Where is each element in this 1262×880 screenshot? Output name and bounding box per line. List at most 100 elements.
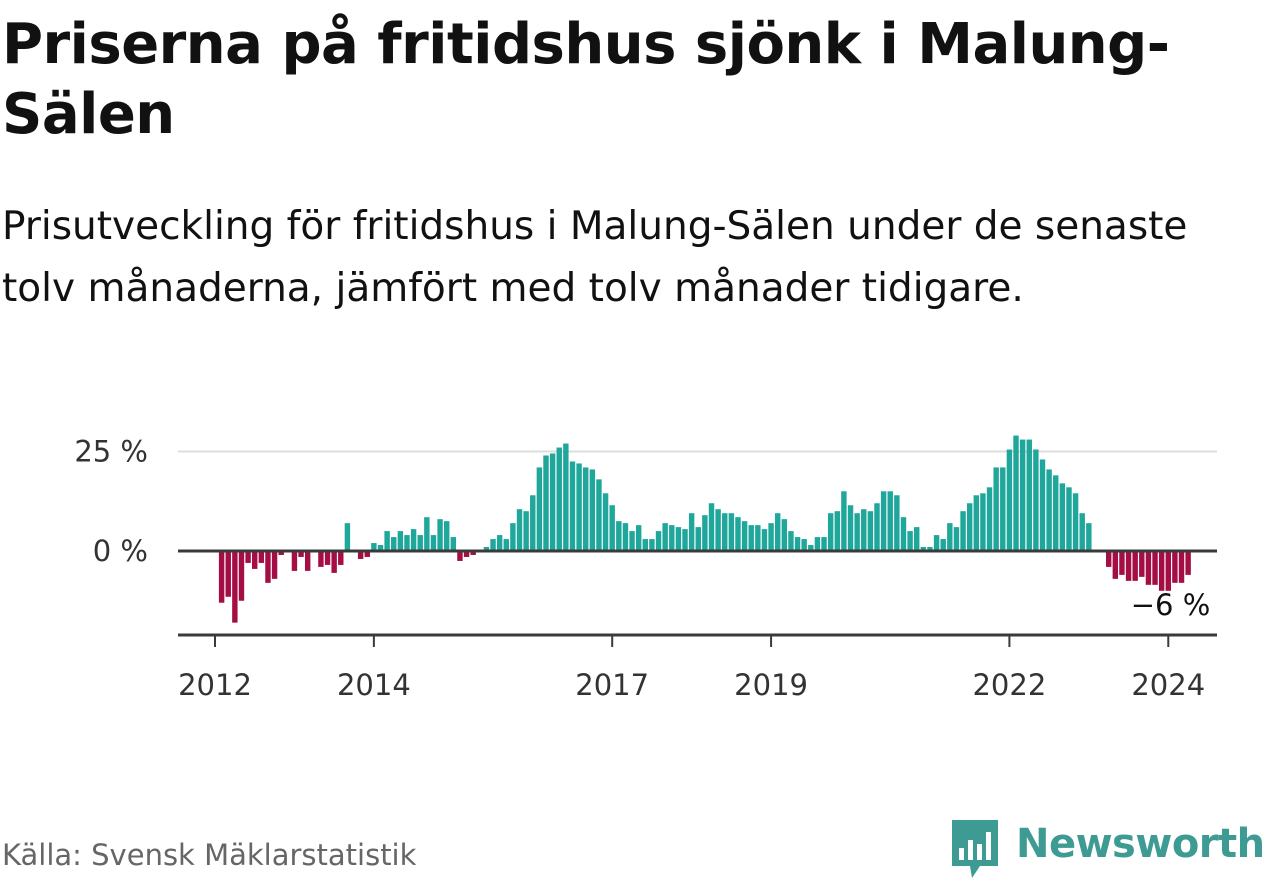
bar [947,523,953,551]
bar [635,525,642,551]
bar [384,531,390,551]
bar [966,503,973,551]
bar [953,527,960,551]
bar [218,551,225,603]
bar [1165,551,1171,591]
bar [669,525,675,551]
x-tick-label: 2012 [178,668,252,700]
bar [496,535,503,551]
bar [430,535,437,551]
bar [920,547,927,551]
bar [616,521,622,551]
bar [1145,551,1152,585]
bar [523,511,529,551]
bar [1079,513,1085,551]
bar [503,539,509,551]
bar [821,537,827,551]
bar [794,537,801,551]
bar [748,525,754,551]
bar [1059,483,1066,551]
bar [530,495,536,551]
bar [1125,551,1132,581]
bar [536,467,543,551]
bar [596,479,602,551]
bar [728,513,735,551]
bar [258,551,265,563]
bar [622,523,629,551]
bar [761,529,768,551]
source-note: Källa: Svensk Mäklarstatistik [2,838,417,872]
bar [755,525,761,551]
bar [252,551,258,569]
bar [324,551,331,565]
bar [814,537,821,551]
axis-layer [178,549,1217,647]
bar [450,537,457,551]
bar [377,545,384,551]
bar [1066,487,1072,551]
bar [1152,551,1158,585]
bar [510,523,516,551]
bar [1046,469,1052,551]
bar [1105,551,1112,567]
bar [986,487,993,551]
bar [841,491,847,551]
bar [602,493,609,551]
bar [722,513,728,551]
bar [880,491,887,551]
bar [861,509,867,551]
bar [1119,551,1125,575]
y-tick-label: 25 % [74,435,148,469]
x-tick-label: 2017 [575,668,649,700]
bar [1019,439,1026,551]
bar [741,521,748,551]
bar [291,551,298,571]
bar [907,531,913,551]
bar [443,521,450,551]
bar [768,523,774,551]
y-tick-label: 0 % [93,534,148,568]
chart-title: Priserna på fritidshus sjönk i Malung-Sä… [2,12,1170,147]
bar [417,535,423,551]
bar [516,509,523,551]
bar [331,551,337,573]
brand-logo: Newsworthy [950,818,1262,880]
bar [1013,435,1019,551]
bar [1158,551,1165,591]
bar [993,467,999,551]
bar [1006,449,1013,551]
bar [642,539,649,551]
bar [397,531,404,551]
labels-layer: 0 % 25 % 2012 2014 2017 2019 2022 2024 −6 % [74,435,1210,701]
bar [1132,551,1138,581]
bar [788,531,794,551]
x-tick-label: 2014 [337,668,411,700]
bar [900,517,907,551]
bar [927,547,933,551]
bar [549,453,556,551]
bar [887,491,893,551]
bar [1185,551,1191,575]
bar [563,443,569,551]
bar [238,551,245,601]
last-value-label: −6 % [1131,588,1211,622]
bar [1033,449,1039,551]
bar [1072,493,1079,551]
bar [556,447,562,551]
bar [410,529,417,551]
bar [470,551,476,555]
bar [1086,523,1092,551]
bar [437,519,443,551]
newsworthy-logo-icon [952,820,998,878]
bar [391,537,397,551]
bar [357,551,364,559]
x-tick-label: 2024 [1131,668,1205,700]
bar [404,535,410,551]
bar-chart: 0 % 25 % 2012 2014 2017 2019 2022 2024 −6 % [74,435,1217,701]
bar [1026,439,1032,551]
chart-subtitle: Prisutveckling för fritidshus i Malung-S… [2,204,1188,311]
bar [298,551,304,557]
bar [278,551,284,555]
brand-name: Newsworthy [1016,821,1262,867]
bar [874,503,880,551]
